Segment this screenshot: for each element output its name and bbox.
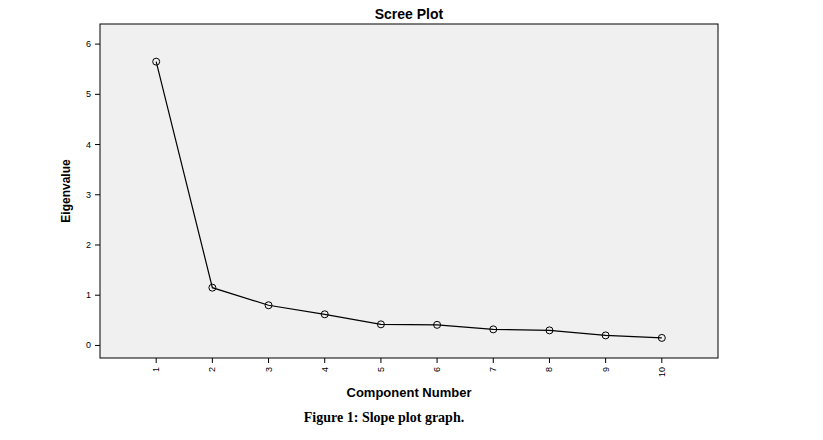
x-tick-label: 4 <box>320 367 330 372</box>
x-tick-label: 6 <box>432 367 442 372</box>
y-tick <box>95 44 100 45</box>
x-tick <box>212 358 213 363</box>
x-axis-label: Component Number <box>347 385 472 400</box>
point <box>321 311 328 318</box>
x-tick-label: 10 <box>657 367 667 377</box>
x-tick <box>437 358 438 363</box>
point <box>490 326 497 333</box>
y-tick <box>95 244 100 245</box>
x-tick-label: 7 <box>488 367 498 372</box>
y-tick-label: 6 <box>86 39 91 49</box>
y-tick <box>95 144 100 145</box>
point <box>377 321 384 328</box>
point <box>658 334 665 341</box>
y-tick <box>95 94 100 95</box>
y-tick <box>95 295 100 296</box>
x-tick-label: 1 <box>151 367 161 372</box>
x-tick-label: 3 <box>264 367 274 372</box>
point <box>209 284 216 291</box>
x-tick <box>324 358 325 363</box>
point <box>546 327 553 334</box>
x-tick-label: 5 <box>376 367 386 372</box>
x-tick <box>661 358 662 363</box>
title: Scree Plot <box>375 6 444 22</box>
x-tick-label: 8 <box>544 367 554 372</box>
x-tick <box>156 358 157 363</box>
y-tick-label: 5 <box>86 89 91 99</box>
point <box>602 332 609 339</box>
x-tick <box>549 358 550 363</box>
point <box>265 302 272 309</box>
y-tick-label: 0 <box>86 340 91 350</box>
x-tick-label: 2 <box>207 367 217 372</box>
x-tick <box>380 358 381 363</box>
y-tick-label: 1 <box>86 290 91 300</box>
y-axis-label: Eigenvalue <box>59 159 73 223</box>
y-tick-label: 2 <box>86 240 91 250</box>
x-tick <box>493 358 494 363</box>
data-group <box>153 58 666 341</box>
point <box>153 58 160 65</box>
plot-area <box>100 24 718 358</box>
point <box>434 321 441 328</box>
x-tick <box>605 358 606 363</box>
scree-line <box>156 62 662 338</box>
y-tick <box>95 194 100 195</box>
x-tick <box>268 358 269 363</box>
y-tick-label: 4 <box>86 140 91 150</box>
y-tick-label: 3 <box>86 190 91 200</box>
chart: 0 1 2 3 4 5 6 1 2 3 4 5 6 7 8 9 10 Scree Plot Component Nu… <box>0 0 823 440</box>
caption: Figure 1: Slope plot graph. <box>304 410 464 425</box>
y-tick <box>95 345 100 346</box>
x-tick-label: 9 <box>601 367 611 372</box>
